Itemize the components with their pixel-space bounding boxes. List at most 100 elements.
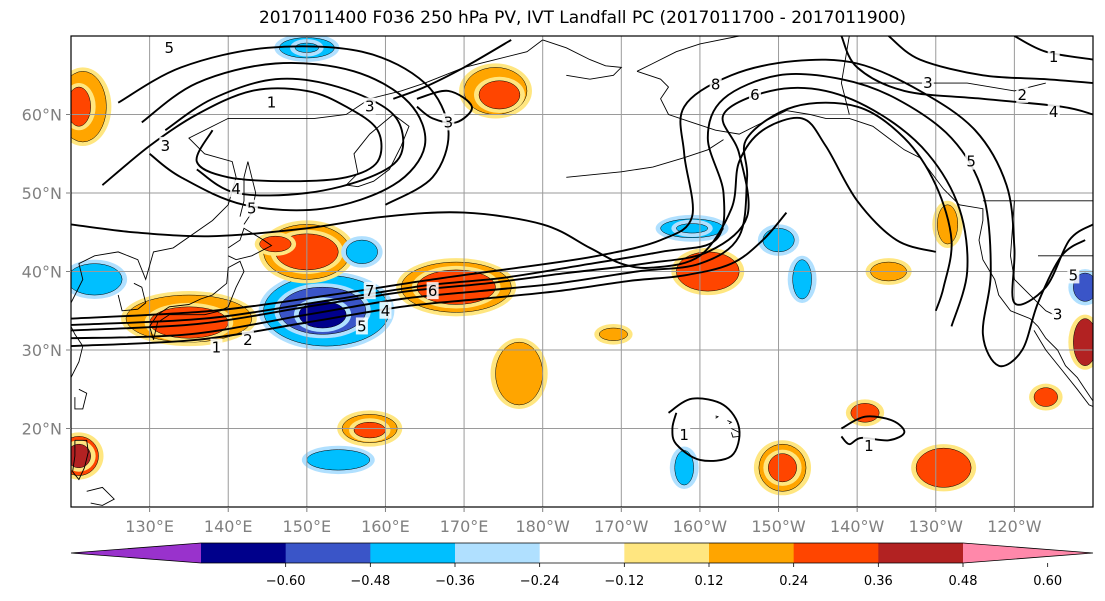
pv-contour-label-text: 5 bbox=[966, 153, 976, 171]
pv-contour-label: 1 bbox=[265, 93, 278, 112]
contour-label-mask bbox=[1067, 266, 1080, 284]
pv-contour-label: 5 bbox=[355, 317, 368, 335]
pv-contour-line bbox=[71, 116, 937, 269]
pv-contour-label: 3 bbox=[363, 97, 376, 116]
lon-tick-label: 120°W bbox=[987, 517, 1042, 536]
ivt-anomaly-patch bbox=[937, 204, 959, 245]
pv-contour-line bbox=[840, 415, 906, 446]
pv-contour-line bbox=[71, 211, 788, 348]
coastline-canada-border-2 bbox=[857, 82, 1046, 92]
colorbar-segment bbox=[709, 543, 795, 563]
contour-label-mask bbox=[426, 282, 439, 300]
pv-contour-line bbox=[392, 39, 512, 100]
ivt-anomaly-patch bbox=[71, 86, 91, 127]
contour-label-mask bbox=[1051, 305, 1064, 323]
pv-contour-line bbox=[141, 61, 427, 212]
lon-tick-label: 150°W bbox=[751, 517, 806, 536]
coastline-japan-honshu bbox=[149, 260, 245, 340]
pv-contour-line bbox=[1013, 36, 1093, 61]
colorbar-segment bbox=[793, 543, 879, 563]
coastline-kamchatka bbox=[345, 113, 410, 188]
colorbar-extend-high bbox=[963, 543, 1093, 563]
colorbar-segment bbox=[539, 543, 625, 563]
lat-tick-label: 20°N bbox=[22, 420, 62, 439]
pv-contour-line bbox=[416, 89, 473, 124]
pv-contour-label-text: 5 bbox=[164, 39, 174, 57]
pv-contour-label-text: 5 bbox=[1069, 266, 1079, 284]
pv-contour-line bbox=[667, 397, 741, 462]
coastline-hokkaido bbox=[227, 227, 273, 261]
contour-label-mask bbox=[355, 317, 368, 335]
contour-label-mask bbox=[1047, 103, 1060, 121]
ivt-anomaly-patch bbox=[915, 447, 972, 488]
pv-contour-line bbox=[840, 36, 1093, 116]
lon-tick-label: 150°E bbox=[283, 517, 332, 536]
colorbar-segment bbox=[455, 543, 541, 563]
pv-contour-label-text: 1 bbox=[1049, 48, 1059, 66]
ivt-anomaly-patch bbox=[792, 259, 812, 300]
contour-label-mask bbox=[230, 180, 243, 198]
colorbar-segment bbox=[201, 543, 287, 563]
contour-label-mask bbox=[678, 425, 691, 443]
coastline-taiwan bbox=[74, 388, 88, 410]
pv-contour-line bbox=[71, 87, 969, 332]
pv-contour-label-text: 1 bbox=[864, 437, 874, 455]
coastline-alaska-north bbox=[636, 36, 740, 72]
pv-contour-line bbox=[71, 101, 953, 340]
ivt-anomaly-patch bbox=[850, 403, 880, 423]
contour-label-mask bbox=[363, 97, 376, 115]
pv-contour-label-text: 8 bbox=[711, 76, 721, 94]
pv-contour-label: 3 bbox=[1051, 305, 1064, 324]
contour-label-mask bbox=[965, 152, 978, 170]
contour-label-mask bbox=[921, 74, 934, 92]
contour-label-mask bbox=[709, 75, 722, 93]
colorbar-segment bbox=[878, 543, 964, 563]
lon-tick-label: 130°W bbox=[909, 517, 964, 536]
pv-contour-label: 4 bbox=[379, 301, 392, 320]
coastline-chukotka bbox=[542, 39, 623, 80]
lon-tick-label: 160°W bbox=[673, 517, 728, 536]
ivt-anomaly-patch bbox=[71, 263, 123, 296]
contour-label-mask bbox=[159, 136, 172, 154]
lat-tick-label: 60°N bbox=[22, 106, 62, 125]
colorbar: −0.60 −0.48 −0.36 −0.24 −0.12 0.12 0.24 0.36 0.4… bbox=[70, 542, 1094, 589]
pv-contour-line bbox=[71, 58, 1093, 320]
contour-label-mask bbox=[862, 436, 875, 454]
colorbar-tick-label: 0.36 bbox=[864, 574, 893, 589]
colorbar-tick-label: −0.36 bbox=[435, 574, 475, 589]
lon-tick-label: 180°W bbox=[516, 517, 571, 536]
ivt-anomaly-patch bbox=[353, 421, 386, 439]
contour-label-mask bbox=[210, 338, 223, 356]
pv-contour-label-text: 1 bbox=[679, 426, 689, 444]
contour-label-mask bbox=[163, 38, 176, 56]
pv-contour-line bbox=[164, 77, 405, 197]
ivt-anomaly-patch bbox=[768, 453, 797, 483]
colorbar-segment bbox=[624, 543, 710, 563]
pv-contour-label-text: 5 bbox=[357, 317, 367, 335]
pv-contour-label: 5 bbox=[965, 152, 978, 171]
colorbar-segment bbox=[285, 543, 371, 563]
pv-contour-label-text: 1 bbox=[212, 339, 222, 357]
colorbar-tick-label: −0.60 bbox=[266, 574, 306, 589]
colorbar-tick-label: −0.12 bbox=[604, 574, 644, 589]
pv-contour-label: 1 bbox=[1047, 48, 1060, 66]
pv-contour-label: 1 bbox=[678, 425, 691, 444]
contour-label-mask bbox=[241, 330, 254, 348]
pv-contour-label: 3 bbox=[921, 74, 934, 92]
contour-label-mask bbox=[265, 93, 278, 111]
pv-contour-label: 5 bbox=[245, 199, 258, 218]
pv-contour-label-text: 1 bbox=[267, 94, 277, 112]
coastline-korea-south bbox=[117, 282, 147, 312]
coastline-state-line bbox=[1010, 200, 1054, 316]
lat-tick-label: 30°N bbox=[22, 341, 62, 360]
lon-tick-label: 140°W bbox=[830, 517, 885, 536]
pv-contour-line bbox=[101, 87, 383, 186]
pv-contour-label: 5 bbox=[163, 38, 176, 57]
contour-label-mask bbox=[245, 199, 258, 217]
pv-contour-label-text: 3 bbox=[365, 98, 375, 116]
ivt-anomaly-patch bbox=[599, 327, 628, 341]
colorbar-tick-label: 0.24 bbox=[779, 574, 808, 589]
ivt-anomaly-patch bbox=[345, 239, 378, 264]
pv-contour-label-text: 2 bbox=[1017, 86, 1027, 104]
